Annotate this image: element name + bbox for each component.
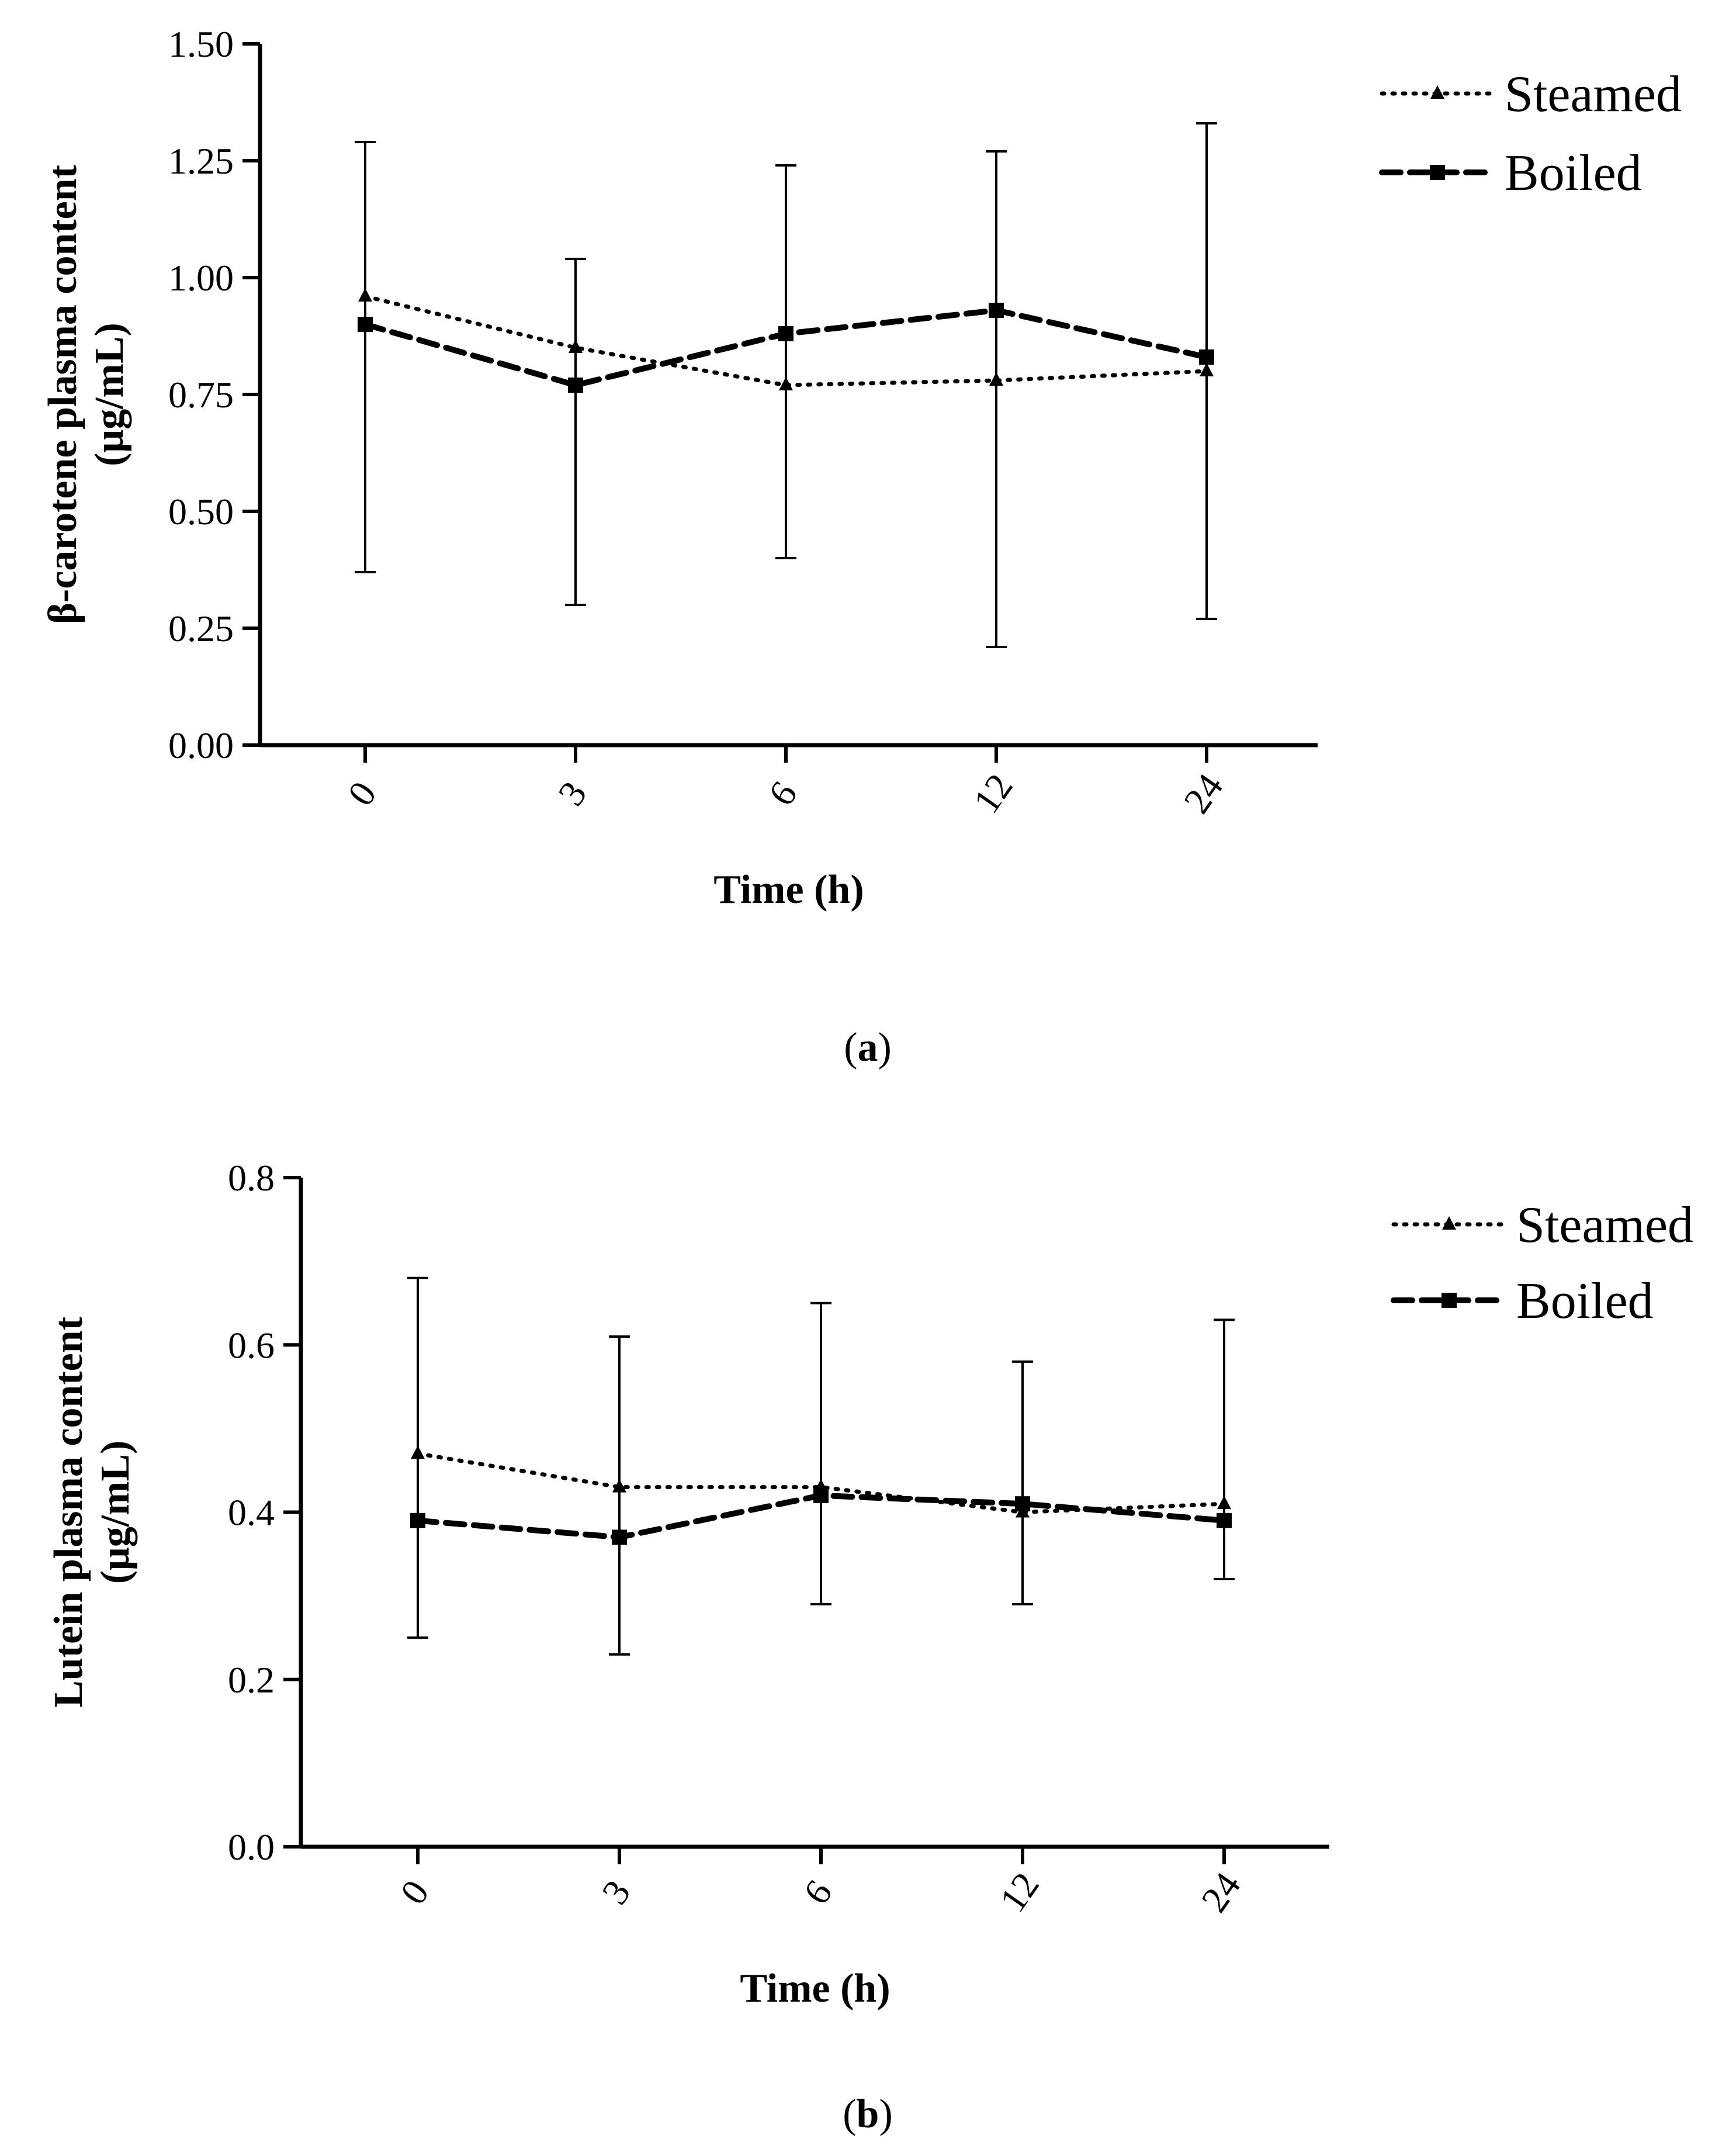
y-tick-label: 0.50 bbox=[168, 491, 234, 532]
data-point-steamed bbox=[1217, 1496, 1231, 1510]
y-axis-title-unit: (μg/mL) bbox=[87, 323, 132, 466]
data-point-boiled bbox=[813, 1487, 829, 1503]
data-point-steamed bbox=[1200, 363, 1214, 376]
x-tick-label: 0 bbox=[392, 1872, 437, 1912]
y-axis-title: β-carotene plasma content bbox=[40, 165, 85, 624]
panel-b-caption: (b) bbox=[843, 2092, 893, 2137]
x-tick-label: 24 bbox=[1176, 766, 1231, 821]
data-point-steamed bbox=[569, 340, 583, 353]
data-point-boiled bbox=[612, 1529, 627, 1545]
legend-label-steamed: Steamed bbox=[1516, 1197, 1693, 1254]
y-tick-label: 1.00 bbox=[168, 257, 234, 299]
data-point-boiled bbox=[1015, 1496, 1030, 1512]
y-tick-label: 0.2 bbox=[228, 1659, 275, 1701]
x-tick-label: 6 bbox=[760, 774, 805, 813]
y-axis-title: Lutein plasma content bbox=[46, 1317, 91, 1708]
legend-marker-boiled bbox=[1442, 1293, 1457, 1308]
x-tick-label: 3 bbox=[594, 1872, 639, 1912]
data-point-boiled bbox=[358, 317, 373, 332]
data-point-steamed bbox=[612, 1479, 626, 1493]
x-tick-label: 6 bbox=[795, 1872, 840, 1912]
panel-a-caption: (a) bbox=[844, 1025, 892, 1070]
data-point-boiled bbox=[989, 303, 1004, 318]
data-point-boiled bbox=[778, 326, 793, 341]
y-tick-label: 0.75 bbox=[168, 374, 234, 416]
x-tick-label: 3 bbox=[550, 774, 595, 813]
panel-a-chart: 0.00 0.25 0.50 0.75 1.00 1.25 1.50 0 3 6 12 24 Time … bbox=[40, 23, 1682, 912]
y-tick-label: 0.6 bbox=[228, 1324, 275, 1366]
legend-label-steamed: Steamed bbox=[1505, 66, 1682, 123]
x-tick-label: 0 bbox=[339, 774, 384, 813]
data-point-boiled bbox=[1217, 1512, 1232, 1528]
data-point-steamed bbox=[989, 372, 1003, 386]
data-point-boiled bbox=[1199, 349, 1214, 365]
data-point-boiled bbox=[410, 1512, 425, 1528]
legend-label-boiled: Boiled bbox=[1516, 1273, 1654, 1330]
legend-marker-steamed bbox=[1430, 85, 1444, 99]
x-axis-title: Time (h) bbox=[740, 1966, 890, 2011]
legend-marker-steamed bbox=[1442, 1216, 1456, 1230]
y-tick-label: 0.8 bbox=[228, 1157, 275, 1199]
data-point-steamed bbox=[358, 288, 372, 302]
x-tick-label: 12 bbox=[965, 766, 1021, 821]
x-tick-label: 12 bbox=[992, 1865, 1047, 1919]
legend-marker-boiled bbox=[1430, 165, 1445, 180]
y-tick-label: 0.00 bbox=[168, 725, 234, 766]
x-axis-title: Time (h) bbox=[713, 867, 864, 912]
panel-b-chart: 0.0 0.2 0.4 0.6 0.8 0 3 6 12 24 Time (h) Lutein pla… bbox=[46, 1157, 1693, 2011]
y-tick-label: 1.50 bbox=[168, 23, 234, 65]
y-tick-label: 0.0 bbox=[228, 1826, 275, 1868]
x-tick-label: 24 bbox=[1193, 1865, 1249, 1919]
y-tick-label: 0.25 bbox=[168, 608, 234, 649]
y-axis-title-unit: (μg/mL) bbox=[93, 1441, 138, 1584]
data-point-boiled bbox=[568, 378, 583, 393]
y-tick-label: 1.25 bbox=[168, 140, 234, 182]
data-point-steamed bbox=[779, 377, 793, 390]
legend-label-boiled: Boiled bbox=[1505, 145, 1642, 202]
data-point-steamed bbox=[411, 1445, 425, 1459]
y-tick-label: 0.4 bbox=[228, 1492, 275, 1534]
